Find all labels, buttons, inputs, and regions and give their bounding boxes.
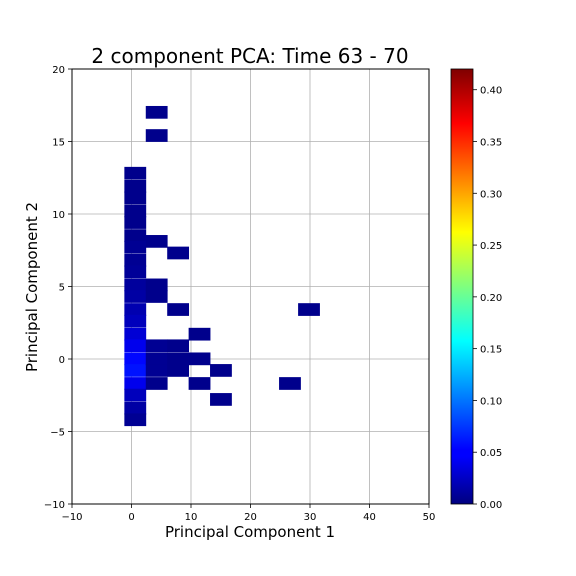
x-tick-label: 30 — [304, 512, 317, 523]
heatmap-cell — [167, 303, 190, 316]
y-tick-label: −5 — [50, 428, 65, 439]
heatmap-cell — [124, 278, 147, 292]
x-tick-label: 10 — [185, 512, 198, 523]
heatmap-cell — [145, 129, 168, 142]
heatmap-cell — [188, 352, 211, 366]
heatmap-cell — [145, 290, 168, 303]
colorbar-tick-label: 0.00 — [480, 500, 502, 511]
heatmap-cell — [145, 377, 168, 390]
x-tick-label: 20 — [244, 512, 257, 523]
colorbar-tick-label: 0.40 — [480, 86, 502, 97]
heatmap-cell — [124, 290, 147, 303]
colorbar-ticks: 0.00 0.05 0.10 0.15 0.20 0.25 0.30 0.35 0.40 — [473, 86, 502, 511]
colorbar-tick-label: 0.15 — [480, 345, 502, 356]
heatmap-cell — [124, 179, 147, 193]
heatmap-cell — [145, 364, 168, 377]
heatmap-cell — [124, 364, 147, 377]
heatmap-cell — [124, 352, 147, 366]
colorbar-tick-label: 0.35 — [480, 138, 502, 149]
heatmap-cell — [188, 377, 211, 390]
heatmap-cell — [298, 303, 320, 316]
heatmap-cell — [124, 191, 147, 205]
colorbar-tick-label: 0.25 — [480, 241, 502, 252]
heatmap-cell — [124, 377, 147, 390]
heatmap-cell — [145, 235, 168, 248]
y-axis-label: Principal Component 2 — [23, 202, 41, 372]
y-axis-ticks: −10 −5 0 5 10 15 20 — [44, 65, 72, 511]
x-tick-label: 50 — [423, 512, 436, 523]
heatmap-cell — [124, 327, 147, 341]
heatmap-cell — [124, 401, 147, 415]
x-axis-ticks: −10 0 10 20 30 40 50 — [61, 504, 435, 523]
heatmap-cell — [145, 352, 168, 366]
colorbar — [450, 68, 474, 505]
x-tick-label: 40 — [363, 512, 376, 523]
heatmap-cell — [124, 303, 147, 316]
heatmap-cell — [167, 364, 190, 377]
y-tick-label: 20 — [52, 65, 65, 76]
heatmap-cell — [124, 413, 147, 427]
colorbar-tick-label: 0.05 — [480, 448, 502, 459]
chart-title: 2 component PCA: Time 63 - 70 — [91, 44, 408, 68]
heatmap-cell — [124, 216, 147, 229]
heatmap-cell — [124, 204, 147, 218]
heatmap-cell — [124, 240, 147, 254]
heatmap-cell — [167, 339, 190, 353]
heatmap-cell — [124, 265, 147, 279]
y-tick-label: 5 — [59, 283, 65, 294]
heatmap-cell — [210, 364, 232, 377]
heatmap-cell — [210, 393, 232, 406]
colorbar-tick-label: 0.10 — [480, 396, 502, 407]
heatmap-cell — [167, 352, 190, 366]
y-tick-label: 10 — [52, 210, 65, 221]
heatmap-cells — [124, 105, 320, 427]
x-tick-label: 0 — [128, 512, 134, 523]
heatmap-cell — [167, 246, 190, 260]
heatmap-cell — [124, 253, 147, 267]
y-tick-label: 0 — [59, 355, 65, 366]
heatmap-cell — [124, 388, 147, 402]
heatmap-cell — [124, 339, 147, 353]
heatmap-cell — [188, 327, 211, 341]
heatmap-cell — [145, 278, 168, 292]
x-tick-label: −10 — [61, 512, 82, 523]
heatmap-cell — [145, 339, 168, 353]
heatmap-cell — [124, 166, 147, 180]
colorbar-tick-label: 0.20 — [480, 293, 502, 304]
x-axis-label: Principal Component 1 — [165, 523, 335, 541]
heatmap-cell — [124, 229, 147, 242]
y-tick-label: −10 — [44, 500, 65, 511]
y-tick-label: 15 — [52, 138, 65, 149]
colorbar-tick-label: 0.30 — [480, 189, 502, 200]
heatmap-cell — [279, 377, 301, 390]
heatmap-cell — [124, 314, 147, 328]
heatmap-cell — [145, 105, 168, 119]
